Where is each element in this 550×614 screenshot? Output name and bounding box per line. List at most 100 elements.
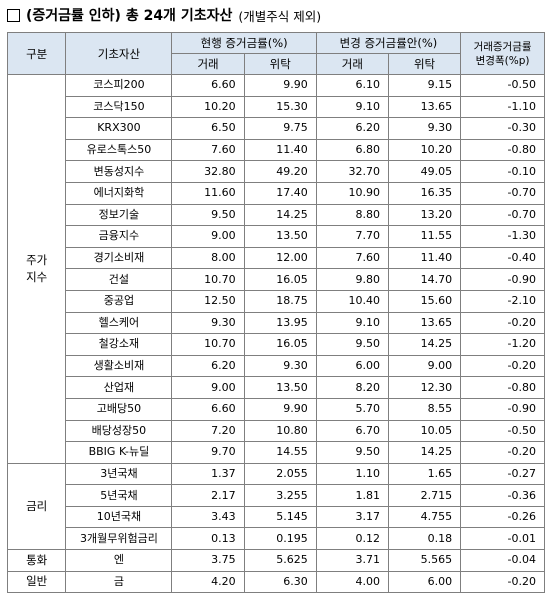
proposed-trust-cell: 14.25 xyxy=(387,333,462,356)
proposed-trade-cell: 6.20 xyxy=(315,117,389,140)
asset-name-cell: 배당성장50 xyxy=(65,419,173,443)
current-trade-cell: 9.30 xyxy=(171,311,245,335)
change-cell: -0.27 xyxy=(460,462,545,486)
change-cell: -2.10 xyxy=(460,289,545,313)
title-main: (증거금률 인하) 총 24개 기초자산 xyxy=(26,8,233,24)
header-asset: 기초자산 xyxy=(65,32,173,75)
current-trust-cell: 13.50 xyxy=(243,225,317,248)
document-title: (증거금률 인하) 총 24개 기초자산 (개별주식 제외) xyxy=(7,4,321,26)
group-currency: 통화 엔 3.75 5.625 3.71 5.565 -0.04 xyxy=(6,549,545,572)
category-label-line1: 통화 xyxy=(26,552,48,567)
asset-name-cell: 철강소재 xyxy=(65,333,173,356)
table-row: 10년국채 3.43 5.145 3.17 4.755 -0.26 xyxy=(8,505,545,529)
proposed-trust-cell: 49.05 xyxy=(387,160,462,183)
proposed-trust-cell: 14.25 xyxy=(387,441,462,464)
current-trade-cell: 6.20 xyxy=(171,354,245,378)
proposed-trust-cell: 1.65 xyxy=(387,462,462,486)
proposed-trust-cell: 11.40 xyxy=(387,246,462,270)
table-row: 에너지화학 11.60 17.40 10.90 16.35 -0.70 xyxy=(8,181,545,205)
asset-name-cell: 에너지화학 xyxy=(65,181,173,205)
current-trust-cell: 9.90 xyxy=(243,74,317,97)
current-trade-cell: 7.20 xyxy=(171,419,245,443)
asset-name-cell: 헬스케어 xyxy=(65,311,173,335)
proposed-trade-cell: 1.81 xyxy=(315,484,389,507)
table-header: 구분 기초자산 현행 증거금률(%) 변경 증거금률안(%) 거래증거금률 변경… xyxy=(6,32,545,75)
proposed-trust-cell: 2.715 xyxy=(387,484,462,507)
asset-name-cell: 경기소비재 xyxy=(65,246,173,270)
asset-name-cell: 엔 xyxy=(65,549,173,572)
current-trade-cell: 32.80 xyxy=(171,160,245,183)
change-cell: -1.30 xyxy=(460,225,545,248)
change-cell: -1.20 xyxy=(460,333,545,356)
header-change: 거래증거금률 변경폭(%p) xyxy=(460,32,545,75)
category-cell: 금리 xyxy=(6,462,67,551)
proposed-trade-cell: 8.80 xyxy=(315,203,389,227)
current-trust-cell: 16.05 xyxy=(243,268,317,291)
table-row: 3개월무위험금리 0.13 0.195 0.12 0.18 -0.01 xyxy=(8,527,545,551)
proposed-trust-cell: 14.70 xyxy=(387,268,462,291)
proposed-trust-cell: 9.30 xyxy=(387,117,462,140)
proposed-trust-cell: 16.35 xyxy=(387,181,462,205)
change-cell: -1.10 xyxy=(460,95,545,119)
table-row: 코스닥150 10.20 15.30 9.10 13.65 -1.10 xyxy=(8,95,545,119)
table-row: 중공업 12.50 18.75 10.40 15.60 -2.10 xyxy=(8,289,545,313)
proposed-trade-cell: 9.50 xyxy=(315,441,389,464)
proposed-trade-cell: 3.17 xyxy=(315,505,389,529)
current-trust-cell: 10.80 xyxy=(243,419,317,443)
category-cell: 통화 xyxy=(6,549,67,572)
asset-name-cell: 3개월무위험금리 xyxy=(65,527,173,551)
current-trade-cell: 8.00 xyxy=(171,246,245,270)
current-trust-cell: 15.30 xyxy=(243,95,317,119)
table-row: KRX300 6.50 9.75 6.20 9.30 -0.30 xyxy=(8,117,545,140)
proposed-trade-cell: 1.10 xyxy=(315,462,389,486)
asset-name-cell: 고배당50 xyxy=(65,397,173,421)
change-cell: -0.90 xyxy=(460,397,545,421)
change-cell: -0.80 xyxy=(460,138,545,162)
header-change-line2: 변경폭(%p) xyxy=(475,54,530,67)
current-trust-cell: 16.05 xyxy=(243,333,317,356)
current-trade-cell: 4.20 xyxy=(171,570,245,594)
current-trade-cell: 6.50 xyxy=(171,117,245,140)
current-trade-cell: 3.75 xyxy=(171,549,245,572)
asset-name-cell: 금 xyxy=(65,570,173,594)
proposed-trade-cell: 8.20 xyxy=(315,376,389,399)
proposed-trust-cell: 13.65 xyxy=(387,311,462,335)
current-trust-cell: 2.055 xyxy=(243,462,317,486)
asset-name-cell: 중공업 xyxy=(65,289,173,313)
current-trade-cell: 2.17 xyxy=(171,484,245,507)
table-row: 헬스케어 9.30 13.95 9.10 13.65 -0.20 xyxy=(8,311,545,335)
proposed-trust-cell: 9.00 xyxy=(387,354,462,378)
table-row: 금리 3년국채 1.37 2.055 1.10 1.65 -0.27 xyxy=(6,462,545,551)
proposed-trade-cell: 9.10 xyxy=(315,311,389,335)
proposed-trade-cell: 5.70 xyxy=(315,397,389,421)
table-row: 배당성장50 7.20 10.80 6.70 10.05 -0.50 xyxy=(8,419,545,443)
change-cell: -0.90 xyxy=(460,268,545,291)
header-proposed-trust: 위탁 xyxy=(387,53,462,75)
change-cell: -0.80 xyxy=(460,376,545,399)
asset-name-cell: 생활소비재 xyxy=(65,354,173,378)
category-label-line1: 금리 xyxy=(26,498,48,513)
table-row: 고배당50 6.60 9.90 5.70 8.55 -0.90 xyxy=(8,397,545,421)
category-label-line2: 지수 xyxy=(26,269,48,284)
current-trust-cell: 49.20 xyxy=(243,160,317,183)
current-trust-cell: 5.625 xyxy=(243,549,317,572)
proposed-trade-cell: 4.00 xyxy=(315,570,389,594)
checkbox-square-icon xyxy=(7,8,20,22)
current-trade-cell: 10.70 xyxy=(171,333,245,356)
category-label-line1: 주가 xyxy=(26,252,48,267)
current-trade-cell: 0.13 xyxy=(171,527,245,551)
current-trust-cell: 9.90 xyxy=(243,397,317,421)
category-label-line1: 일반 xyxy=(26,574,48,589)
current-trust-cell: 5.145 xyxy=(243,505,317,529)
change-cell: -0.20 xyxy=(460,354,545,378)
header-current: 현행 증거금률(%) xyxy=(171,32,317,54)
title-sub: (개별주식 제외) xyxy=(238,8,322,24)
change-cell: -0.20 xyxy=(460,570,545,594)
current-trade-cell: 10.20 xyxy=(171,95,245,119)
header-current-trust: 위탁 xyxy=(243,53,317,75)
current-trade-cell: 6.60 xyxy=(171,74,245,97)
proposed-trade-cell: 3.71 xyxy=(315,549,389,572)
table-row: 경기소비재 8.00 12.00 7.60 11.40 -0.40 xyxy=(8,246,545,270)
proposed-trust-cell: 5.565 xyxy=(387,549,462,572)
current-trade-cell: 6.60 xyxy=(171,397,245,421)
